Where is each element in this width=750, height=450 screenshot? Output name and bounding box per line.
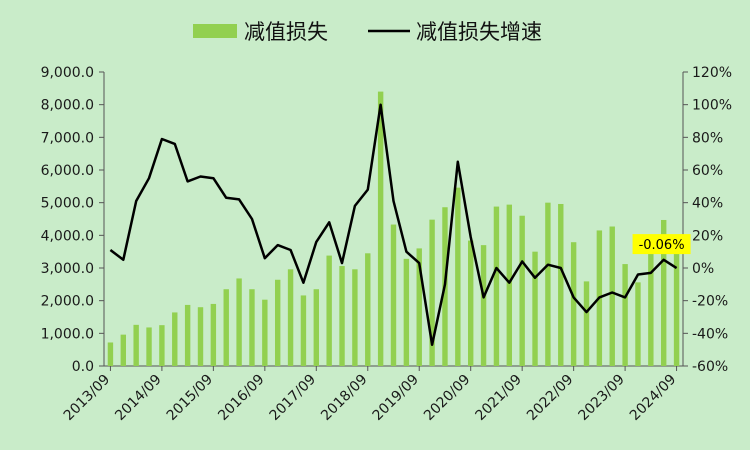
bar xyxy=(184,304,191,366)
bar xyxy=(146,327,152,366)
line-series xyxy=(109,103,678,347)
y-right-tick-label: -60% xyxy=(692,359,728,375)
bar xyxy=(429,219,435,366)
bar xyxy=(210,303,217,366)
legend-bar-swatch xyxy=(193,24,237,38)
y-left-tick-label: 9,000.0 xyxy=(41,65,94,81)
bar xyxy=(519,215,525,366)
bar xyxy=(133,324,139,366)
bar xyxy=(480,245,487,366)
x-tick-label: 2019/09 xyxy=(370,372,422,424)
y-right-tick-label: 20% xyxy=(692,228,723,244)
bar xyxy=(107,342,114,366)
bar xyxy=(390,224,397,366)
y-left-tick-label: 1,000.0 xyxy=(41,326,94,342)
y-right-tick-label: 100% xyxy=(692,98,732,114)
y-right-tick-label: 60% xyxy=(692,163,723,179)
x-tick-label: 2020/09 xyxy=(421,372,473,424)
x-tick-label: 2018/09 xyxy=(318,372,370,424)
bar xyxy=(416,248,422,366)
y-left-tick-label: 6,000.0 xyxy=(41,163,94,179)
bar xyxy=(558,203,564,366)
bar xyxy=(622,264,628,366)
legend: 减值损失 减值损失增速 xyxy=(193,20,542,44)
y-left-tick-label: 7,000.0 xyxy=(41,130,94,146)
x-tick-label: 2024/09 xyxy=(627,372,679,424)
bar xyxy=(532,251,538,366)
bar xyxy=(635,282,641,366)
bar xyxy=(120,334,127,366)
x-tick-label: 2023/09 xyxy=(575,372,627,424)
axes: 0.0 1,000.0 2,000.0 3,000.0 4,000.0 5,000.0 6,… xyxy=(41,65,732,424)
y-left-tick-label: 4,000.0 xyxy=(41,228,94,244)
bar-series xyxy=(107,91,680,366)
y-left-tick-label: 8,000.0 xyxy=(41,98,94,114)
bar xyxy=(287,269,294,366)
annotation-box xyxy=(632,234,691,255)
y-left-tick-label: 2,000.0 xyxy=(41,294,94,310)
bar xyxy=(300,295,307,366)
y-left-tick-label: 3,000.0 xyxy=(41,261,94,277)
y-left-tick-label: 5,000.0 xyxy=(41,196,94,212)
bar xyxy=(570,242,577,366)
y-right-tick-label: -40% xyxy=(692,326,728,342)
bar xyxy=(249,289,255,366)
bar xyxy=(339,266,345,366)
bar xyxy=(506,204,513,366)
bar xyxy=(455,187,461,366)
bar xyxy=(352,269,358,366)
bar xyxy=(403,258,410,366)
y-right-tick-label: 120% xyxy=(692,65,732,81)
bar xyxy=(583,281,590,366)
x-tick-label: 2021/09 xyxy=(473,372,525,424)
bar xyxy=(223,289,229,366)
bar xyxy=(326,255,332,366)
bar xyxy=(236,278,242,366)
y-right-tick-label: -20% xyxy=(692,294,728,310)
annotation-label: -0.06% xyxy=(639,238,685,253)
x-tick-label: 2015/09 xyxy=(164,372,216,424)
bar xyxy=(545,202,551,366)
bar xyxy=(159,325,165,366)
x-tick-label: 2014/09 xyxy=(112,372,164,424)
y-right-tick-label: 0% xyxy=(692,261,714,277)
annotation-group: -0.06% xyxy=(632,234,691,255)
bar xyxy=(493,206,500,366)
bar xyxy=(609,226,615,366)
bar xyxy=(365,253,371,366)
x-tick-label: 2017/09 xyxy=(267,372,319,424)
bar xyxy=(172,312,178,366)
x-tick-label: 2013/09 xyxy=(61,372,113,424)
bar xyxy=(262,299,268,366)
bar xyxy=(377,91,384,366)
bar xyxy=(660,219,667,366)
growth-line xyxy=(109,103,678,347)
legend-bar-label: 减值损失 xyxy=(244,20,328,44)
bar xyxy=(673,249,680,366)
x-tick-label: 2022/09 xyxy=(524,372,576,424)
y-left-tick-label: 0.0 xyxy=(72,359,94,375)
bar xyxy=(313,289,320,366)
y-right-tick-label: 80% xyxy=(692,130,723,146)
legend-line-label: 减值损失增速 xyxy=(416,20,542,44)
bar xyxy=(648,252,654,366)
y-right-tick-label: 40% xyxy=(692,196,723,212)
x-tick-label: 2016/09 xyxy=(215,372,267,424)
bar xyxy=(467,240,474,366)
bar xyxy=(274,279,281,366)
bar xyxy=(197,307,204,366)
